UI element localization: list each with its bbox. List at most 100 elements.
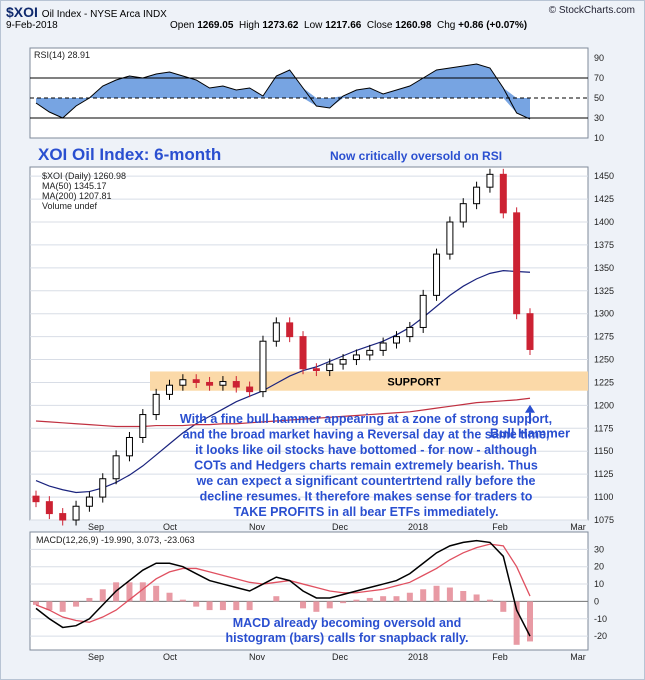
low-value: 1217.66: [325, 20, 362, 31]
price-x-tick-label: Feb: [492, 522, 508, 532]
price-tick-label: 1100: [594, 492, 613, 502]
macd-histogram-bar: [206, 601, 213, 611]
price-candle-body: [232, 381, 240, 388]
price-candle-body: [246, 386, 254, 393]
price-legend-item: MA(200) 1207.81: [42, 191, 112, 201]
macd-histogram-bar: [393, 596, 400, 602]
price-tick-label: 1125: [594, 469, 613, 479]
macd-legend: MACD(12,26,9) -19.990, 3.073, -23.063: [36, 535, 195, 545]
macd-x-tick-label: Oct: [163, 652, 178, 662]
macd-tick-label: -20: [594, 631, 607, 641]
commentary-line: TAKE PROFITS in all bear ETFs immediatel…: [234, 505, 499, 519]
price-candle-body: [446, 221, 454, 255]
price-tick-label: 1075: [594, 515, 614, 525]
price-legend-item: $XOI (Daily) 1260.98: [42, 171, 126, 181]
chart-symbol-title: $XOI Oil Index - NYSE Arca INDX: [6, 4, 167, 20]
price-candle-body: [352, 354, 360, 361]
macd-histogram-bar: [73, 601, 80, 607]
rsi-tick-label: 10: [594, 133, 604, 143]
macd-histogram-bar: [126, 582, 133, 602]
price-candle-body: [473, 186, 481, 205]
macd-x-tick-label: Nov: [249, 652, 266, 662]
commentary-line: we can expect a significant countertrten…: [196, 474, 536, 488]
price-candle-body: [459, 203, 467, 223]
macd-x-tick-label: Feb: [492, 652, 508, 662]
price-candle-body: [486, 173, 494, 188]
price-candle-body: [312, 368, 320, 372]
macd-histogram-bar: [59, 601, 66, 612]
bull-hammer-label: Bull Hammer: [490, 425, 570, 440]
macd-histogram-bar: [366, 597, 373, 602]
macd-histogram-bar: [139, 582, 146, 602]
price-candle-body: [125, 436, 133, 457]
price-tick-label: 1250: [594, 355, 614, 365]
price-candle-body: [379, 342, 387, 351]
macd-tick-label: 10: [594, 579, 604, 589]
price-candle-body: [299, 336, 307, 370]
price-candle-body: [99, 478, 107, 498]
price-candle-body: [206, 381, 214, 386]
price-tick-label: 1350: [594, 263, 614, 273]
macd-histogram-bar: [193, 601, 200, 607]
price-candle-body: [419, 294, 427, 328]
price-tick-label: 1375: [594, 240, 614, 250]
macd-histogram-bar: [246, 601, 253, 611]
macd-tick-label: 20: [594, 562, 604, 572]
price-candle-body: [406, 326, 414, 338]
macd-x-tick-label: 2018: [408, 652, 428, 662]
price-candle-body: [499, 173, 507, 214]
macd-histogram-bar: [179, 599, 186, 602]
support-label: SUPPORT: [387, 377, 440, 389]
macd-tick-label: 30: [594, 544, 604, 554]
price-x-tick-label: Nov: [249, 522, 266, 532]
macd-histogram-bar: [460, 591, 467, 602]
macd-tick-label: -10: [594, 614, 607, 624]
macd-histogram-bar: [33, 601, 39, 605]
support-band: [150, 371, 588, 391]
low-label: Low: [304, 20, 323, 31]
price-x-tick-label: 2018: [408, 522, 428, 532]
price-candle-body: [152, 393, 160, 416]
price-candle-body: [392, 336, 400, 344]
index-name: Oil Index - NYSE Arca INDX: [41, 9, 167, 20]
price-candle-body: [286, 322, 294, 338]
close-label: Close: [366, 20, 393, 31]
symbol: $XOI: [6, 4, 38, 20]
macd-histogram-bar: [340, 601, 347, 604]
rsi-legend: RSI(14) 28.91: [34, 50, 90, 60]
ohlc-readout: Open 1269.05 High 1273.62 Low 1217.66 Cl…: [170, 20, 527, 31]
macd-x-tick-label: Dec: [332, 652, 349, 662]
price-tick-label: 1225: [594, 377, 614, 387]
macd-tick-label: 0: [594, 596, 599, 606]
rsi-tick-label: 90: [594, 53, 604, 63]
macd-histogram-bar: [433, 585, 440, 602]
price-candle-body: [45, 501, 53, 515]
price-tick-label: 1150: [594, 446, 613, 456]
price-candle-body: [32, 495, 40, 503]
macd-x-tick-label: Sep: [88, 652, 104, 662]
macd-histogram-bar: [166, 592, 173, 602]
macd-histogram-bar: [86, 597, 93, 602]
macd-histogram-bar: [486, 599, 493, 602]
commentary-line: With a fine bull hammer appearing at a z…: [180, 412, 552, 426]
macd-note-line: MACD already becoming oversold and: [233, 616, 462, 630]
macd-histogram-bar: [353, 599, 360, 602]
price-legend-item: MA(50) 1345.17: [42, 181, 107, 191]
macd-histogram-bar: [300, 601, 307, 609]
price-candle-body: [513, 212, 521, 315]
macd-histogram-bar: [46, 601, 53, 611]
macd-histogram-bar: [233, 601, 240, 611]
price-x-tick-label: Dec: [332, 522, 349, 532]
macd-histogram-bar: [513, 601, 520, 645]
price-pane: [29, 166, 589, 521]
price-tick-label: 1325: [594, 286, 614, 296]
price-candle-body: [166, 384, 174, 395]
rsi-tick-label: 70: [594, 73, 604, 83]
ma50-line: [35, 270, 531, 494]
price-candle-body: [85, 496, 93, 507]
commentary-line: it looks like oil stocks have bottomed -…: [195, 443, 537, 457]
macd-histogram-bar: [473, 594, 480, 602]
price-tick-label: 1425: [594, 194, 614, 204]
commentary-line: and the broad market having a Reversal d…: [183, 428, 550, 442]
macd-x-tick-label: Mar: [570, 652, 586, 662]
